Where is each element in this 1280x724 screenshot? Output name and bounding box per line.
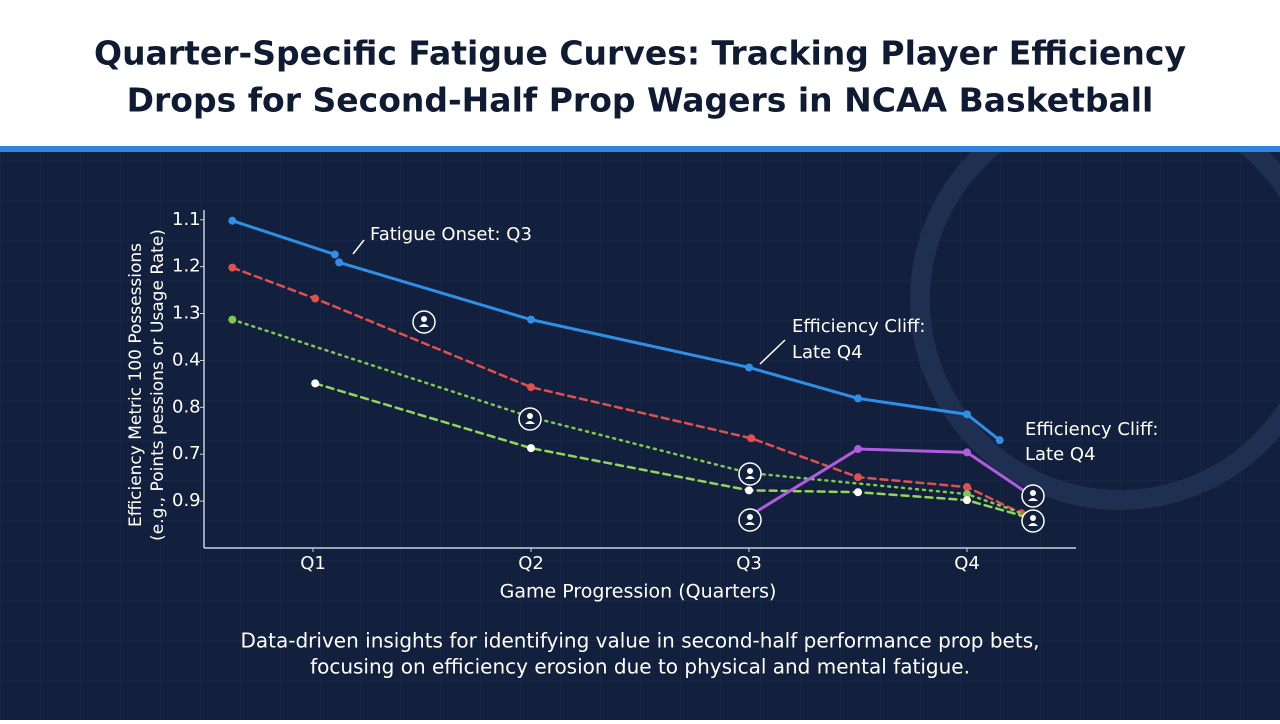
player-icon <box>738 462 762 486</box>
chart-title: Quarter-Specific Fatigue Curves: Trackin… <box>94 34 1186 73</box>
data-point <box>963 490 971 499</box>
data-point <box>854 445 862 454</box>
data-point <box>527 315 535 324</box>
annotation: Efficiency Cliff: <box>1025 419 1158 440</box>
player-icons <box>412 310 1045 533</box>
annotation: Efficiency Cliff: <box>792 316 925 337</box>
y-tick-label: 0.9 <box>172 490 201 511</box>
player-icon <box>518 407 542 431</box>
y-tick-label: 1.1 <box>172 209 201 230</box>
x-tick-label: Q3 <box>736 553 762 574</box>
grid-pattern <box>0 152 1280 720</box>
data-point <box>747 434 756 443</box>
data-point <box>311 379 320 388</box>
player-icon <box>738 508 762 532</box>
y-tick-label: 0.4 <box>172 349 201 370</box>
data-point <box>228 315 237 324</box>
data-point <box>963 496 971 505</box>
y-tick-label: 0.7 <box>172 443 201 464</box>
data-point <box>995 436 1004 445</box>
y-tick-label: 0.8 <box>172 396 201 417</box>
annotation: Late Q4 <box>792 342 863 363</box>
data-point <box>527 383 535 392</box>
player-icon <box>1021 484 1045 508</box>
annotations: Fatigue Onset: Q3 Efficiency Cliff: Late… <box>352 224 1158 465</box>
data-point <box>854 488 862 497</box>
data-point <box>311 294 320 303</box>
data-point <box>963 410 971 419</box>
y-tick-label: 1.2 <box>172 256 201 277</box>
series-line <box>747 447 1032 518</box>
data-point <box>745 363 753 372</box>
series-line <box>313 382 1032 520</box>
annotation-pointer <box>352 239 365 255</box>
data-point <box>330 250 339 259</box>
annotation: Fatigue Onset: Q3 <box>370 224 532 245</box>
x-tick-label: Q4 <box>954 553 980 574</box>
player-icon <box>1021 509 1045 533</box>
header-stripe <box>0 146 1280 152</box>
x-tick-label: Q2 <box>518 553 544 574</box>
data-point <box>963 483 971 492</box>
data-point <box>228 216 237 225</box>
data-point <box>963 448 971 457</box>
subtitle: focusing on efficiency erosion due to ph… <box>310 655 970 679</box>
data-point <box>745 486 753 495</box>
player-icon <box>412 310 436 334</box>
series-line <box>230 219 1002 442</box>
header <box>0 0 1280 146</box>
chart-title: Drops for Second-Half Prop Wagers in NCA… <box>127 81 1154 120</box>
x-axis-label: Game Progression (Quarters) <box>500 581 777 603</box>
data-point <box>228 263 237 272</box>
data-point <box>335 258 344 267</box>
y-tick-label: 1.3 <box>172 303 201 324</box>
annotation-pointer <box>759 339 786 365</box>
data-point <box>527 444 535 453</box>
data-point <box>854 394 862 403</box>
annotation: Late Q4 <box>1025 444 1096 465</box>
y-axis-label: Efficiency Metric 100 Possessions <box>126 243 146 527</box>
subtitle: Data-driven insights for identifying val… <box>241 629 1040 653</box>
y-axis-label: (e.g., Points pessions or Usage Rate) <box>148 229 168 541</box>
data-point <box>854 473 862 482</box>
x-tick-label: Q1 <box>300 553 326 574</box>
